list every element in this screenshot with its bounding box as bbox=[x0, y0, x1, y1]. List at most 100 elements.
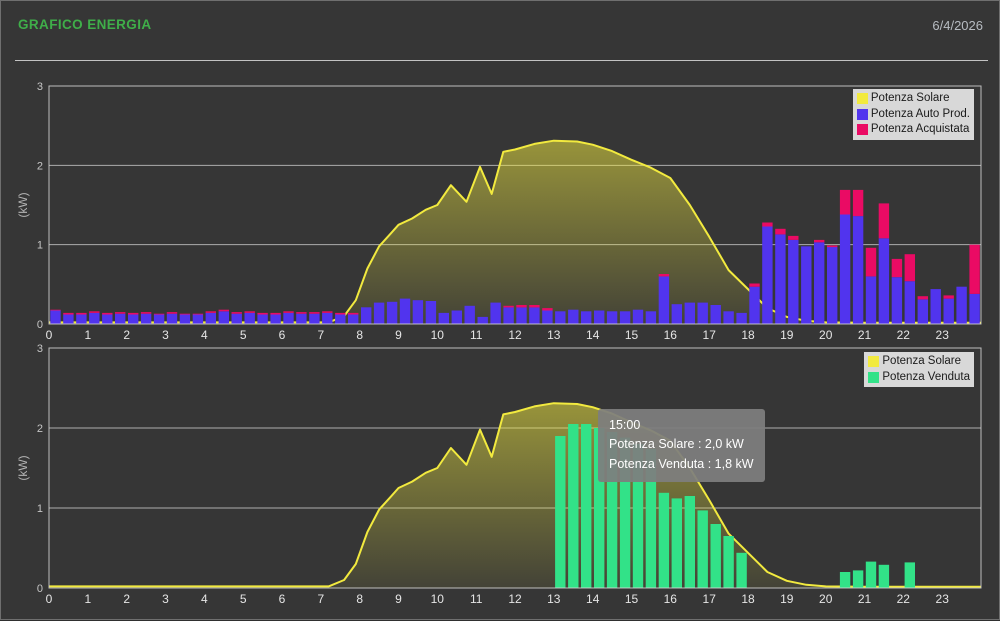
potenza-venduta-bar[interactable] bbox=[568, 424, 579, 588]
potenza-acquistata-bar[interactable] bbox=[192, 313, 204, 315]
legend-item-potenza-solare-2[interactable]: Potenza Solare bbox=[868, 354, 970, 370]
potenza-acquistata-bar[interactable] bbox=[878, 203, 890, 239]
potenza-venduta-bar[interactable] bbox=[645, 448, 657, 588]
legend-item-potenza-auto-prod[interactable]: Potenza Auto Prod. bbox=[856, 107, 970, 123]
potenza-venduta-bar[interactable] bbox=[594, 428, 605, 588]
potenza-auto-prod-bar[interactable] bbox=[555, 311, 566, 324]
potenza-auto-prod-bar[interactable] bbox=[218, 311, 229, 324]
potenza-auto-prod-bar[interactable] bbox=[749, 286, 760, 324]
potenza-auto-prod-bar[interactable] bbox=[361, 307, 372, 324]
potenza-auto-prod-bar[interactable] bbox=[115, 313, 126, 324]
potenza-auto-prod-bar[interactable] bbox=[50, 310, 61, 325]
potenza-auto-prod-bar[interactable] bbox=[503, 307, 514, 324]
potenza-auto-prod-bar[interactable] bbox=[827, 247, 838, 324]
potenza-acquistata-bar[interactable] bbox=[296, 312, 307, 314]
potenza-acquistata-bar[interactable] bbox=[205, 311, 216, 313]
potenza-venduta-bar[interactable] bbox=[658, 492, 670, 588]
potenza-auto-prod-bar[interactable] bbox=[63, 314, 74, 325]
potenza-auto-prod-bar[interactable] bbox=[322, 312, 333, 324]
potenza-auto-prod-bar[interactable] bbox=[606, 311, 618, 324]
potenza-auto-prod-bar[interactable] bbox=[814, 242, 825, 324]
potenza-venduta-bar[interactable] bbox=[878, 564, 890, 588]
potenza-auto-prod-bar[interactable] bbox=[930, 289, 941, 324]
potenza-acquistata-bar[interactable] bbox=[852, 189, 864, 217]
potenza-auto-prod-bar[interactable] bbox=[451, 310, 462, 325]
potenza-auto-prod-bar[interactable] bbox=[619, 311, 631, 324]
potenza-auto-prod-bar[interactable] bbox=[878, 238, 890, 324]
potenza-auto-prod-bar[interactable] bbox=[736, 312, 747, 324]
potenza-acquistata-bar[interactable] bbox=[516, 305, 527, 308]
potenza-auto-prod-bar[interactable] bbox=[296, 313, 307, 324]
potenza-acquistata-bar[interactable] bbox=[322, 311, 333, 313]
potenza-auto-prod-bar[interactable] bbox=[956, 286, 967, 324]
potenza-acquistata-bar[interactable] bbox=[102, 312, 113, 315]
potenza-auto-prod-bar[interactable] bbox=[128, 314, 139, 325]
potenza-auto-prod-bar[interactable] bbox=[697, 302, 708, 324]
potenza-venduta-bar[interactable] bbox=[710, 524, 721, 588]
potenza-auto-prod-bar[interactable] bbox=[386, 301, 398, 324]
potenza-auto-prod-bar[interactable] bbox=[632, 309, 644, 324]
potenza-venduta-bar[interactable] bbox=[865, 561, 877, 588]
potenza-auto-prod-bar[interactable] bbox=[153, 314, 165, 325]
potenza-acquistata-bar[interactable] bbox=[218, 309, 229, 312]
potenza-solare-area[interactable] bbox=[49, 140, 981, 324]
potenza-acquistata-bar[interactable] bbox=[749, 283, 760, 287]
potenza-acquistata-bar[interactable] bbox=[244, 311, 255, 313]
potenza-acquistata-bar[interactable] bbox=[904, 254, 915, 282]
potenza-auto-prod-bar[interactable] bbox=[723, 311, 734, 324]
potenza-acquistata-bar[interactable] bbox=[658, 274, 670, 277]
potenza-auto-prod-bar[interactable] bbox=[244, 312, 255, 324]
potenza-auto-prod-bar[interactable] bbox=[542, 310, 553, 325]
legend-item-potenza-acquistata[interactable]: Potenza Acquistata bbox=[856, 122, 970, 138]
potenza-auto-prod-bar[interactable] bbox=[684, 302, 695, 324]
potenza-auto-prod-bar[interactable] bbox=[192, 314, 204, 325]
potenza-auto-prod-bar[interactable] bbox=[477, 316, 488, 324]
potenza-auto-prod-bar[interactable] bbox=[89, 312, 100, 324]
potenza-acquistata-bar[interactable] bbox=[542, 308, 553, 311]
potenza-acquistata-bar[interactable] bbox=[917, 296, 928, 300]
potenza-auto-prod-bar[interactable] bbox=[490, 302, 501, 324]
potenza-acquistata-bar[interactable] bbox=[775, 228, 786, 235]
potenza-acquistata-bar[interactable] bbox=[309, 312, 320, 314]
potenza-auto-prod-bar[interactable] bbox=[775, 234, 786, 324]
potenza-auto-prod-bar[interactable] bbox=[516, 307, 527, 324]
potenza-acquistata-bar[interactable] bbox=[257, 312, 268, 315]
potenza-auto-prod-bar[interactable] bbox=[581, 311, 592, 324]
potenza-venduta-bar[interactable] bbox=[632, 444, 644, 588]
potenza-acquistata-bar[interactable] bbox=[50, 309, 61, 311]
potenza-acquistata-bar[interactable] bbox=[76, 312, 87, 315]
potenza-auto-prod-bar[interactable] bbox=[801, 246, 812, 324]
potenza-acquistata-bar[interactable] bbox=[814, 239, 825, 243]
potenza-auto-prod-bar[interactable] bbox=[283, 312, 294, 324]
legend-item-potenza-venduta[interactable]: Potenza Venduta bbox=[868, 370, 970, 386]
potenza-venduta-bar[interactable] bbox=[619, 437, 631, 588]
potenza-venduta-bar[interactable] bbox=[684, 496, 695, 588]
potenza-acquistata-bar[interactable] bbox=[179, 313, 191, 315]
potenza-acquistata-bar[interactable] bbox=[865, 247, 877, 277]
potenza-venduta-bar[interactable] bbox=[606, 432, 618, 588]
potenza-acquistata-bar[interactable] bbox=[270, 312, 281, 315]
potenza-venduta-bar[interactable] bbox=[904, 562, 915, 588]
potenza-auto-prod-bar[interactable] bbox=[839, 214, 851, 325]
potenza-auto-prod-bar[interactable] bbox=[568, 309, 579, 324]
potenza-solare-line[interactable] bbox=[49, 402, 981, 588]
potenza-auto-prod-bar[interactable] bbox=[710, 305, 721, 324]
potenza-auto-prod-bar[interactable] bbox=[257, 314, 268, 325]
potenza-auto-prod-bar[interactable] bbox=[335, 314, 346, 325]
potenza-auto-prod-bar[interactable] bbox=[76, 314, 87, 325]
potenza-auto-prod-bar[interactable] bbox=[270, 314, 281, 325]
potenza-acquistata-bar[interactable] bbox=[762, 222, 773, 227]
potenza-acquistata-bar[interactable] bbox=[231, 312, 242, 314]
potenza-auto-prod-bar[interactable] bbox=[594, 310, 605, 325]
legend-item-potenza-solare[interactable]: Potenza Solare bbox=[856, 91, 970, 107]
potenza-auto-prod-bar[interactable] bbox=[438, 312, 449, 324]
potenza-acquistata-bar[interactable] bbox=[115, 312, 126, 314]
potenza-acquistata-bar[interactable] bbox=[969, 244, 980, 294]
potenza-solare-area[interactable] bbox=[49, 403, 981, 588]
potenza-auto-prod-bar[interactable] bbox=[969, 293, 980, 324]
potenza-venduta-bar[interactable] bbox=[852, 570, 864, 588]
potenza-acquistata-bar[interactable] bbox=[891, 258, 903, 278]
potenza-acquistata-bar[interactable] bbox=[140, 312, 152, 314]
potenza-auto-prod-bar[interactable] bbox=[373, 302, 385, 324]
potenza-venduta-bar[interactable] bbox=[555, 436, 566, 588]
